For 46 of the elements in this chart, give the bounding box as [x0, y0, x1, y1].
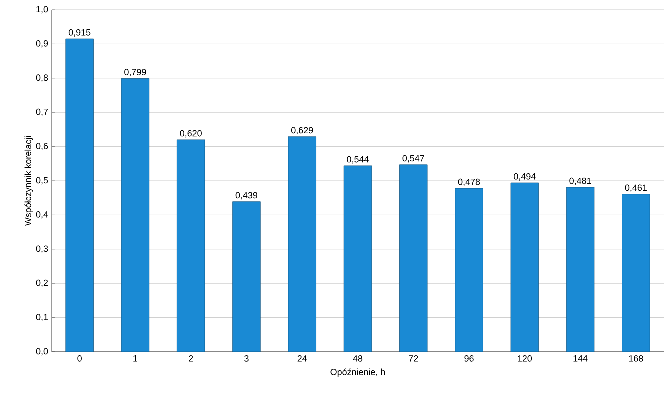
bar — [344, 166, 372, 352]
bar — [566, 187, 595, 352]
y-tick-label: 0,3 — [36, 246, 48, 254]
data-label: 0,547 — [402, 155, 424, 163]
x-tick-label: 2 — [189, 356, 194, 362]
x-tick-label: 1 — [134, 356, 138, 362]
x-tick-label: 24 — [298, 356, 308, 362]
data-label: 0,620 — [180, 130, 202, 138]
data-label: 0,439 — [236, 192, 258, 200]
x-tick-label: 48 — [353, 356, 363, 362]
y-tick-label: 0,5 — [36, 177, 48, 185]
x-tick-label: 144 — [574, 356, 588, 362]
data-label: 0,629 — [291, 127, 314, 135]
data-label: 0,481 — [570, 178, 592, 186]
bar — [121, 78, 150, 352]
y-tick-label: 0,7 — [36, 108, 48, 116]
x-axis-title: Opóźnienie, h — [330, 368, 386, 378]
y-tick-label: 1,0 — [36, 6, 48, 14]
bar — [66, 38, 94, 352]
y-tick-label: 0,8 — [36, 74, 48, 82]
bar — [400, 164, 428, 352]
bar — [455, 188, 484, 352]
data-label: 0,478 — [458, 178, 480, 186]
x-tick-label: 168 — [629, 356, 644, 362]
bar — [510, 182, 540, 352]
y-tick-label: 0,4 — [36, 211, 48, 219]
y-tick-label: 0,9 — [36, 40, 48, 48]
data-label: 0,461 — [625, 184, 647, 192]
data-label: 0,799 — [124, 69, 146, 77]
data-label: 0,915 — [68, 29, 91, 37]
bar — [288, 136, 316, 352]
data-label: 0,494 — [514, 173, 536, 181]
x-tick-label: 96 — [464, 356, 474, 362]
y-tick-label: 0,2 — [36, 280, 48, 288]
y-tick-label: 0,0 — [36, 348, 48, 356]
y-tick-label: 0,6 — [36, 143, 48, 150]
bar — [622, 194, 650, 352]
y-axis-title: Współczynnik korelacji — [24, 136, 34, 226]
data-label: 0,544 — [347, 156, 369, 164]
y-tick-label: 0,1 — [36, 314, 48, 322]
bar — [232, 202, 261, 352]
x-tick-label: 3 — [244, 356, 249, 362]
x-tick-label: 120 — [518, 356, 532, 362]
x-tick-label: 72 — [409, 356, 418, 362]
bar — [176, 140, 206, 352]
x-tick-label: 0 — [78, 356, 82, 362]
